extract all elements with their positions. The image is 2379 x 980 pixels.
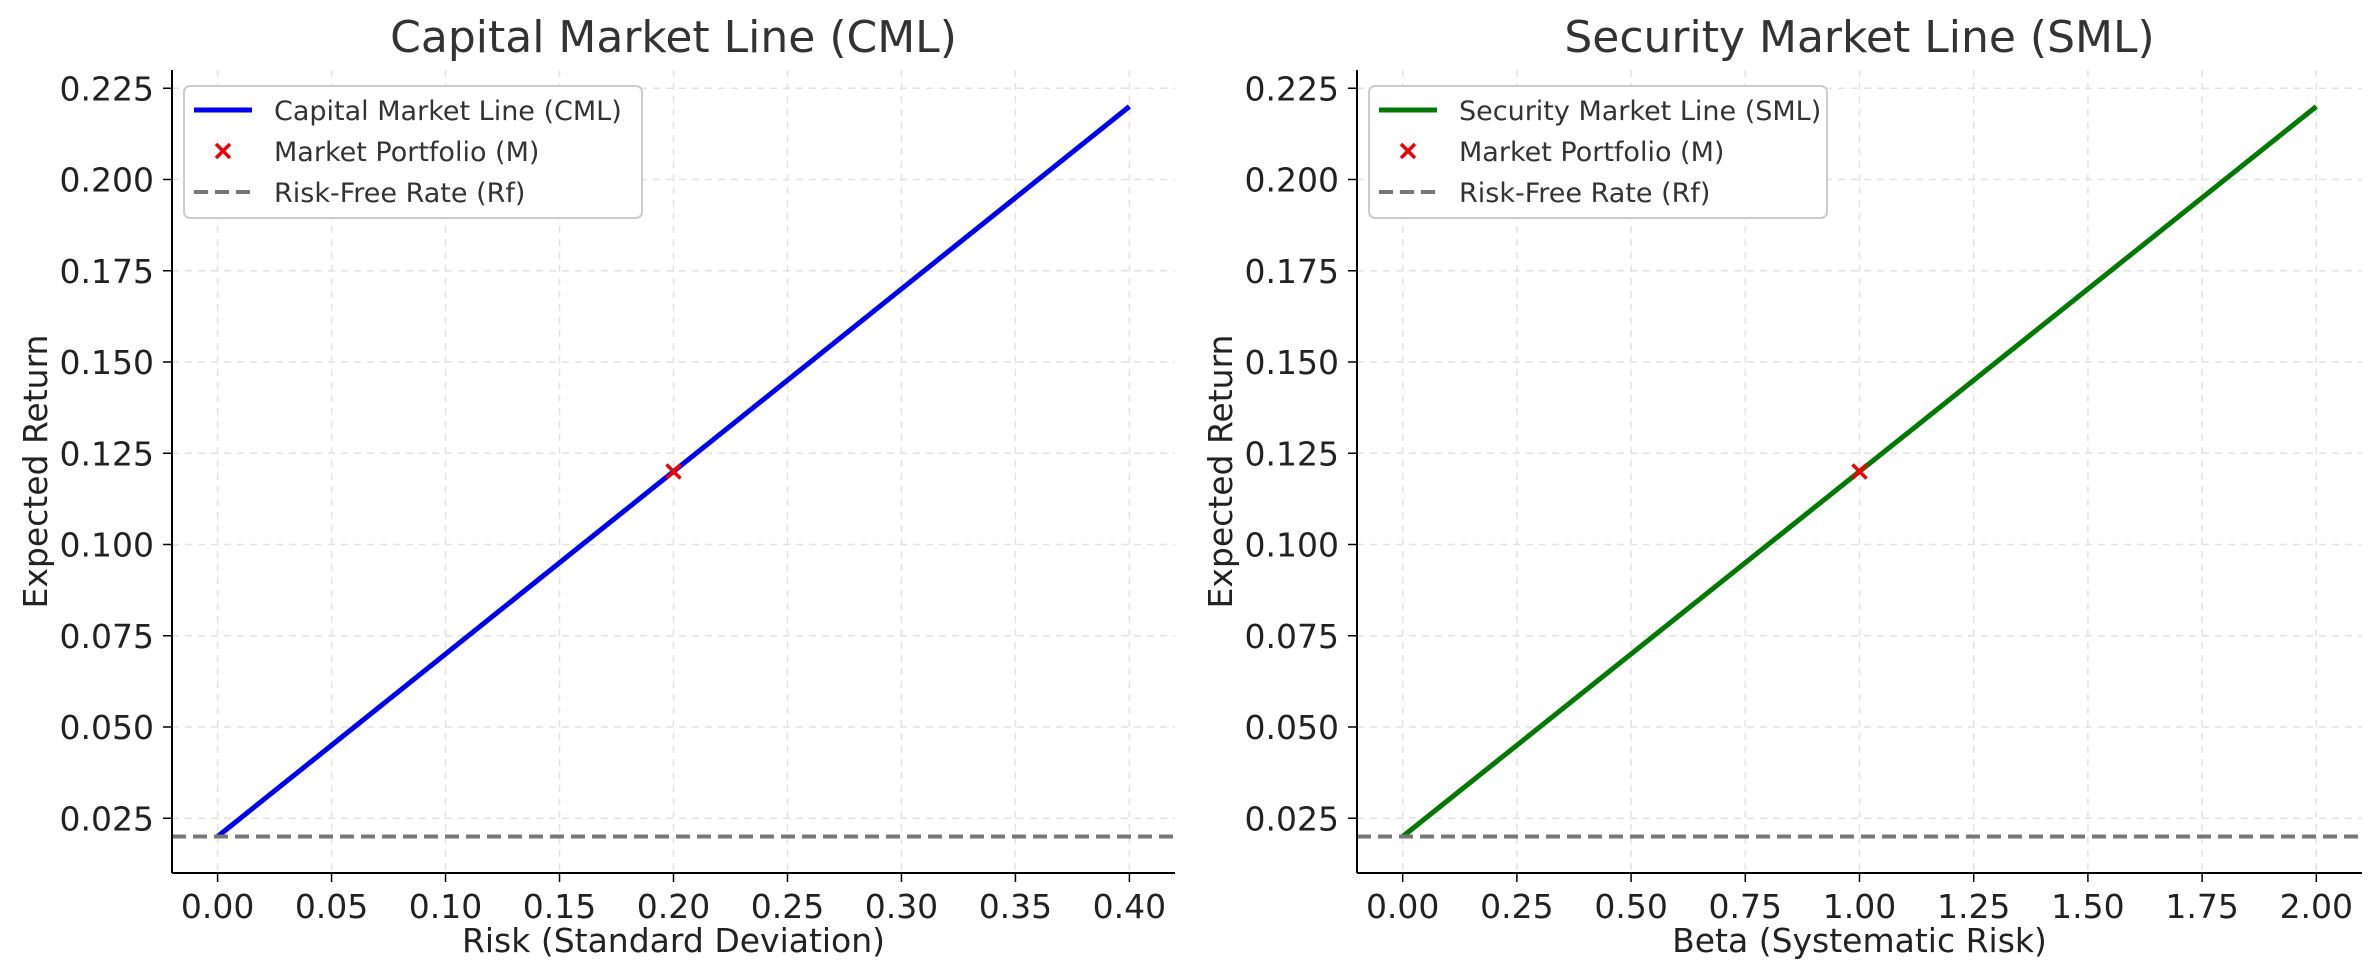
- cml-y-tick-label: 0.200: [60, 161, 154, 200]
- cml-y-tick-label: 0.050: [60, 708, 154, 747]
- sml-y-tick-label: 0.125: [1245, 434, 1339, 473]
- cml-y-tick-label: 0.100: [60, 526, 154, 565]
- cml-chart-title: Capital Market Line (CML): [390, 12, 957, 63]
- sml-market-portfolio-marker: [1851, 463, 1868, 480]
- sml-x-tick-label: 0.25: [1480, 887, 1553, 926]
- sml-y-tick-label: 0.025: [1245, 799, 1339, 838]
- sml-chart: 0.00 0.25 0.50 0.75 1.00 1.25 1.50 1.75 2.00 0.02…: [1201, 12, 2362, 960]
- cml-legend-entry: Risk-Free Rate (Rf): [274, 178, 525, 209]
- sml-y-tick-label: 0.050: [1245, 708, 1339, 747]
- sml-y-tick-label: 0.100: [1245, 526, 1339, 565]
- cml-y-axis-label: Expected Return: [16, 335, 55, 609]
- cml-legend-entry: Market Portfolio (M): [274, 137, 539, 168]
- sml-x-axis-label: Beta (Systematic Risk): [1672, 921, 2047, 960]
- cml-x-tick-label: 0.35: [979, 887, 1052, 926]
- sml-legend-entry: Security Market Line (SML): [1459, 96, 1821, 127]
- sml-x-tick-label: 0.00: [1366, 887, 1439, 926]
- cml-legend-marker-swatch: [214, 142, 232, 160]
- sml-x-tick-label: 0.75: [1709, 887, 1782, 926]
- sml-x-tick-label: 1.75: [2165, 887, 2238, 926]
- cml-x-tick-label: 0.15: [523, 887, 596, 926]
- cml-x-tick-label: 0.20: [637, 887, 710, 926]
- sml-legend: Security Market Line (SML) Market Portfol…: [1368, 85, 1828, 219]
- sml-y-tick-label: 0.075: [1245, 617, 1339, 656]
- cml-x-tick-label: 0.10: [409, 887, 482, 926]
- cml-y-tick-label: 0.225: [60, 69, 154, 108]
- sml-legend-marker-swatch: [1399, 142, 1417, 160]
- cml-market-portfolio-marker: [665, 463, 682, 480]
- cml-x-tick-label: 0.30: [865, 887, 938, 926]
- cml-legend-box: [183, 85, 643, 219]
- cml-legend-entry: Capital Market Line (CML): [274, 96, 622, 127]
- sml-x-tick-label: 0.50: [1594, 887, 1667, 926]
- cml-y-tick-label: 0.150: [60, 343, 154, 382]
- sml-legend-entry: Market Portfolio (M): [1459, 137, 1724, 168]
- sml-legend-entry: Risk-Free Rate (Rf): [1459, 178, 1710, 209]
- cml-y-tick-label: 0.075: [60, 617, 154, 656]
- cml-legend: Capital Market Line (CML) Market Portfoli…: [183, 85, 643, 219]
- sml-y-tick-label: 0.200: [1245, 161, 1339, 200]
- sml-y-axis-label: Expected Return: [1201, 335, 1240, 609]
- sml-x-tick-label: 1.00: [1823, 887, 1896, 926]
- sml-chart-title: Security Market Line (SML): [1564, 12, 2154, 63]
- cml-x-tick-label: 0.25: [751, 887, 824, 926]
- cml-x-tick-label: 0.05: [295, 887, 368, 926]
- sml-legend-box: [1368, 85, 1828, 219]
- cml-x-tick-label: 0.40: [1093, 887, 1166, 926]
- sml-x-tick-label: 2.00: [2280, 887, 2353, 926]
- cml-chart: 0.00 0.05 0.10 0.15 0.20 0.25 0.30 0.35 0.40 0.02…: [16, 12, 1175, 960]
- sml-y-tick-label: 0.225: [1245, 69, 1339, 108]
- sml-x-tick-label: 1.50: [2051, 887, 2124, 926]
- sml-y-tick-label: 0.150: [1245, 343, 1339, 382]
- sml-y-tick-label: 0.175: [1245, 252, 1339, 291]
- cml-y-tick-label: 0.175: [60, 252, 154, 291]
- sml-x-tick-label: 1.25: [1937, 887, 2010, 926]
- cml-x-tick-label: 0.00: [181, 887, 254, 926]
- cml-y-tick-label: 0.025: [60, 799, 154, 838]
- cml-x-axis-label: Risk (Standard Deviation): [462, 921, 885, 960]
- cml-y-tick-label: 0.125: [60, 434, 154, 473]
